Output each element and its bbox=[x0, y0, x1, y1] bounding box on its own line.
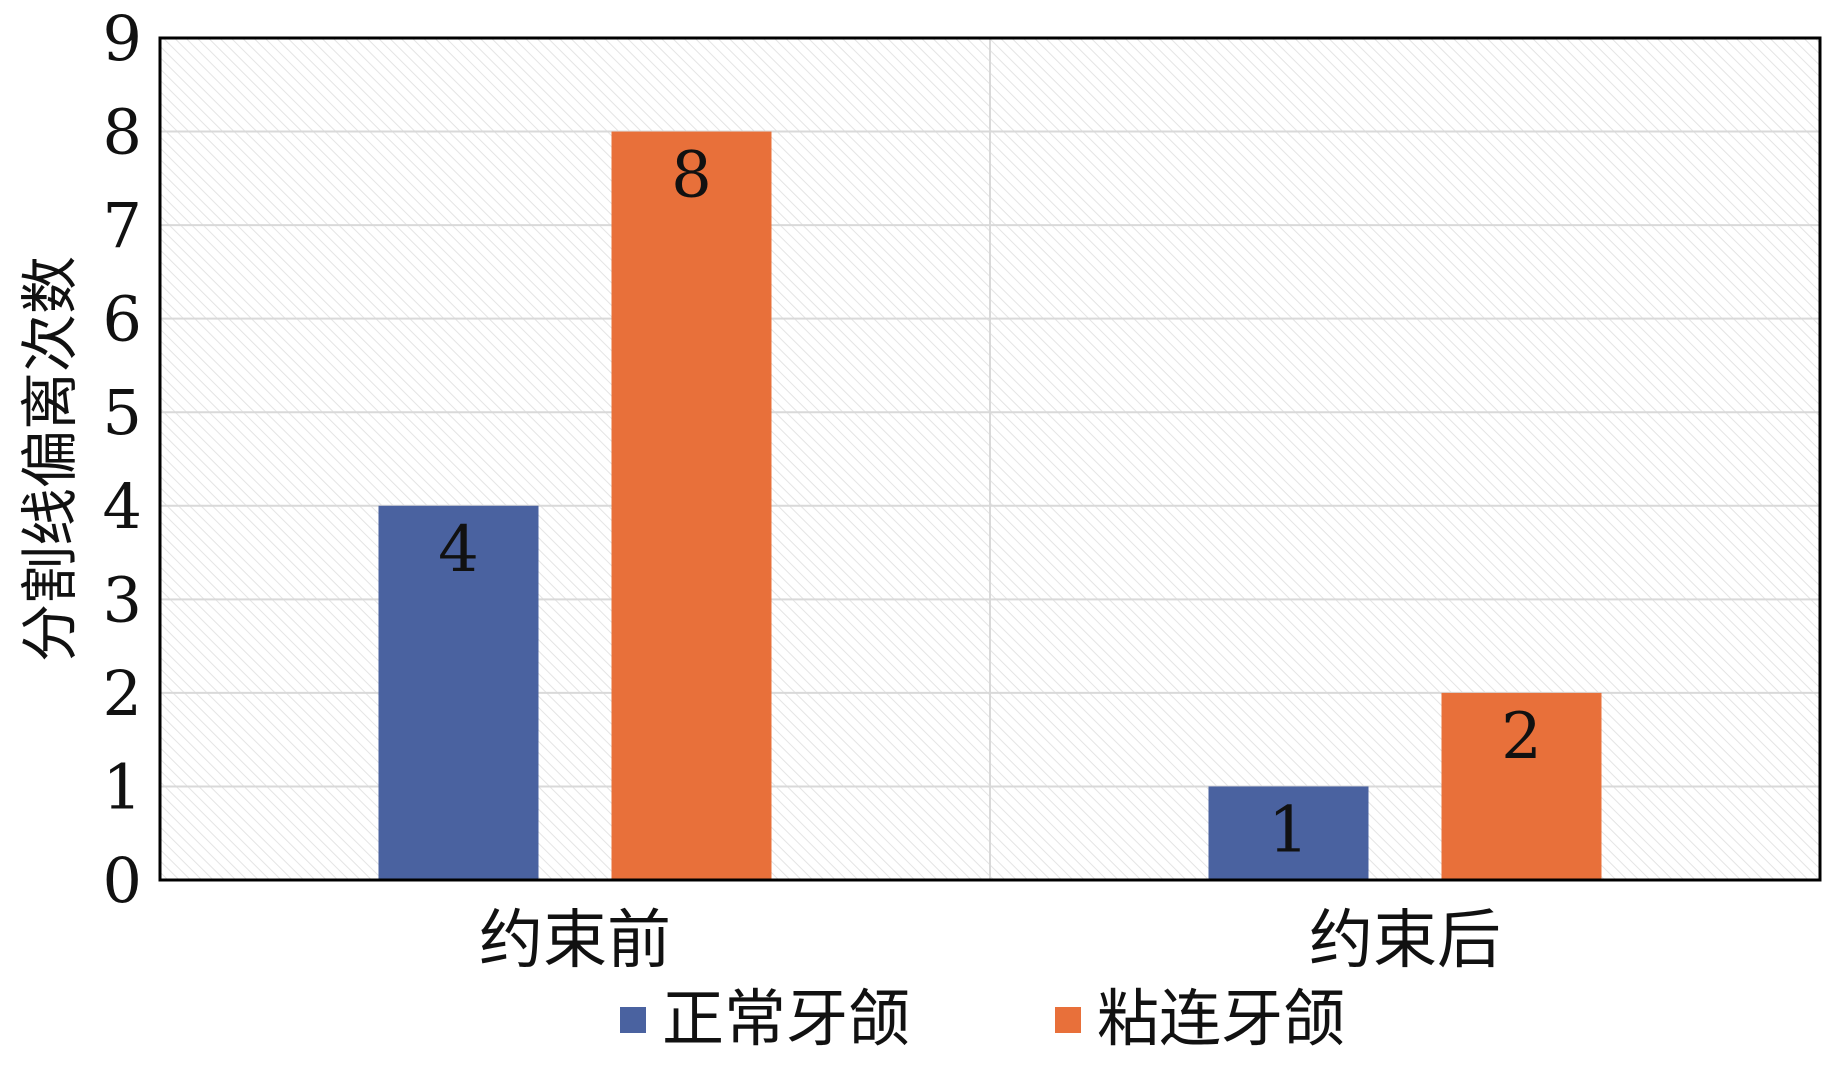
legend-label: 粘连牙颌 bbox=[1097, 982, 1345, 1055]
legend: 正常牙颌 粘连牙颌 bbox=[620, 982, 1345, 1055]
legend-swatch bbox=[1055, 1007, 1081, 1033]
legend-swatch bbox=[620, 1007, 646, 1033]
y-tick-label: 1 bbox=[103, 750, 142, 823]
y-tick-label: 4 bbox=[103, 470, 142, 543]
bar-value-label: 2 bbox=[1501, 700, 1542, 774]
axes-box bbox=[158, 36, 1822, 882]
x-tick-label: 约束后 bbox=[1309, 904, 1501, 978]
bar-value-label: 8 bbox=[671, 139, 712, 213]
bar bbox=[1441, 692, 1602, 880]
x-axis-ticks: 约束前 约束后 bbox=[479, 904, 1501, 978]
y-tick-label: 7 bbox=[103, 189, 142, 262]
bar bbox=[1208, 786, 1369, 880]
bar-value-label: 4 bbox=[438, 513, 479, 587]
bars bbox=[378, 131, 1602, 881]
bar-value-label: 1 bbox=[1268, 793, 1309, 867]
y-tick-label: 5 bbox=[103, 376, 142, 449]
y-tick-label: 0 bbox=[103, 844, 142, 917]
x-tick-label: 约束前 bbox=[479, 904, 671, 978]
plot-frame bbox=[158, 36, 1822, 882]
y-axis-title: 分割线偏离次数 bbox=[16, 256, 84, 662]
y-tick-label: 3 bbox=[103, 563, 142, 636]
y-tick-label: 9 bbox=[103, 2, 142, 75]
bar bbox=[611, 131, 772, 881]
bar bbox=[378, 505, 539, 880]
legend-label: 正常牙颌 bbox=[662, 982, 910, 1055]
y-axis-ticks: 0 1 2 3 4 5 6 7 8 9 bbox=[103, 2, 142, 917]
y-tick-label: 2 bbox=[103, 657, 142, 730]
y-tick-label: 8 bbox=[103, 96, 142, 169]
y-tick-label: 6 bbox=[103, 283, 142, 356]
